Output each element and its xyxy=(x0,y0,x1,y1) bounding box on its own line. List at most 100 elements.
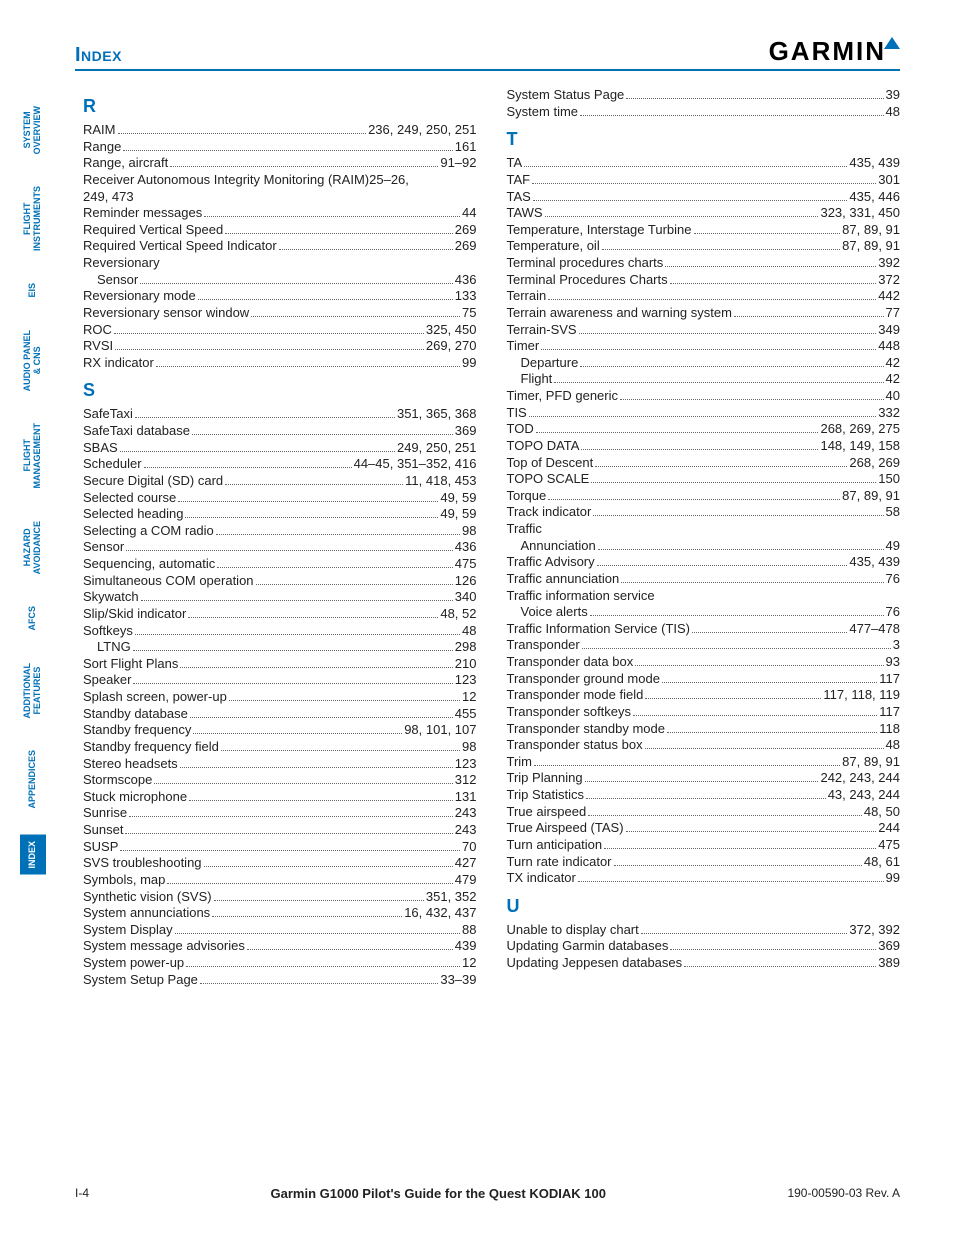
index-pages: 98, 101, 107 xyxy=(404,722,476,739)
index-entry: Transponder mode field117, 118, 119 xyxy=(507,687,901,704)
index-entry: TAWS323, 331, 450 xyxy=(507,205,901,222)
index-section-head: S xyxy=(83,379,477,402)
index-term: SafeTaxi xyxy=(83,406,133,423)
index-pages: 11, 418, 453 xyxy=(405,473,476,490)
index-term: Track indicator xyxy=(507,504,592,521)
index-pages: 161 xyxy=(455,139,477,156)
index-term: Standby frequency field xyxy=(83,739,219,756)
leader-dots xyxy=(188,607,438,618)
tab-eis[interactable]: EIS xyxy=(20,277,46,304)
index-entry: RX indicator99 xyxy=(83,355,477,372)
leader-dots xyxy=(582,638,891,649)
leader-dots xyxy=(692,622,847,633)
leader-dots xyxy=(579,322,877,333)
index-term: Traffic annunciation xyxy=(507,571,620,588)
leader-dots xyxy=(123,140,452,151)
index-term: Selected course xyxy=(83,490,176,507)
leader-dots xyxy=(586,788,826,799)
index-term: System Status Page xyxy=(507,87,625,104)
index-entry: System time48 xyxy=(507,104,901,121)
index-term: Splash screen, power-up xyxy=(83,689,227,706)
tab-additional-features[interactable]: ADDITIONAL FEATURES xyxy=(20,657,46,725)
index-entry: Temperature, oil87, 89, 91 xyxy=(507,238,901,255)
leader-dots xyxy=(217,557,453,568)
index-entry: Range161 xyxy=(83,139,477,156)
index-entry: Reversionary xyxy=(83,255,477,272)
index-term: Timer xyxy=(507,338,540,355)
index-entry: SBAS249, 250, 251 xyxy=(83,440,477,457)
index-term: Transponder softkeys xyxy=(507,704,632,721)
logo-text: GARMIN xyxy=(769,36,886,67)
leader-dots xyxy=(684,956,876,967)
index-pages: 48 xyxy=(462,623,476,640)
index-pages: 351, 352 xyxy=(426,889,477,906)
tab-afcs[interactable]: AFCS xyxy=(20,600,46,637)
index-term: SUSP xyxy=(83,839,118,856)
index-term: Terminal Procedures Charts xyxy=(507,272,668,289)
index-entry: TX indicator99 xyxy=(507,870,901,887)
index-pages: 76 xyxy=(886,571,900,588)
index-entry: Traffic Information Service (TIS)477–478 xyxy=(507,621,901,638)
leader-dots xyxy=(536,422,819,433)
index-pages: 455 xyxy=(455,706,477,723)
tab-flight-management[interactable]: FLIGHT MANAGEMENT xyxy=(20,417,46,495)
index-pages: 77 xyxy=(886,305,900,322)
index-entry: TOD268, 269, 275 xyxy=(507,421,901,438)
leader-dots xyxy=(144,457,352,468)
index-term: Transponder ground mode xyxy=(507,671,660,688)
index-entry: Required Vertical Speed269 xyxy=(83,222,477,239)
index-pages: 243 xyxy=(455,805,477,822)
tab-audio-panel-cns[interactable]: AUDIO PANEL & CNS xyxy=(20,324,46,397)
index-pages: 123 xyxy=(455,672,477,689)
leader-dots xyxy=(114,322,424,333)
index-pages: 99 xyxy=(462,355,476,372)
index-entry: Sort Flight Plans210 xyxy=(83,656,477,673)
index-term: Reversionary xyxy=(83,255,160,272)
leader-dots xyxy=(126,540,453,551)
leader-dots xyxy=(641,923,848,934)
index-entry: Skywatch340 xyxy=(83,589,477,606)
index-pages: 87, 89, 91 xyxy=(842,238,900,255)
tab-appendices[interactable]: APPENDICES xyxy=(20,744,46,815)
index-entry: ROC325, 450 xyxy=(83,322,477,339)
index-pages: 435, 446 xyxy=(849,189,900,206)
leader-dots xyxy=(620,389,884,400)
index-term: System annunciations xyxy=(83,905,210,922)
index-term: Symbols, map xyxy=(83,872,165,889)
index-term: System Display xyxy=(83,922,173,939)
index-pages: 427 xyxy=(455,855,477,872)
tab-flight-instruments[interactable]: FLIGHT INSTRUMENTS xyxy=(20,180,46,257)
index-term: Flight xyxy=(521,371,553,388)
leader-dots xyxy=(204,856,453,867)
index-term: Temperature, Interstage Turbine xyxy=(507,222,692,239)
leader-dots xyxy=(635,655,883,666)
tab-system-overview[interactable]: SYSTEM OVERVIEW xyxy=(20,100,46,160)
leader-dots xyxy=(229,690,460,701)
leader-dots xyxy=(621,572,883,583)
tab-index[interactable]: INDEX xyxy=(20,835,46,875)
index-entry: Reversionary mode133 xyxy=(83,288,477,305)
leader-dots xyxy=(198,289,453,300)
index-pages: 479 xyxy=(455,872,477,889)
leader-dots xyxy=(598,539,884,550)
leader-dots xyxy=(597,555,848,566)
index-term: Selected heading xyxy=(83,506,183,523)
footer-revision: 190-00590-03 Rev. A xyxy=(787,1186,900,1201)
index-entry: System Display88 xyxy=(83,922,477,939)
index-term: System Setup Page xyxy=(83,972,198,989)
index-pages: 117, 118, 119 xyxy=(823,687,900,704)
index-term: Transponder standby mode xyxy=(507,721,666,738)
index-entry: System Status Page39 xyxy=(507,87,901,104)
tab-hazard-avoidance[interactable]: HAZARD AVOIDANCE xyxy=(20,515,46,580)
leader-dots xyxy=(593,505,883,516)
index-pages: 93 xyxy=(886,654,900,671)
index-entry: Traffic annunciation 76 xyxy=(507,571,901,588)
leader-dots xyxy=(529,406,877,417)
index-entry: LTNG298 xyxy=(83,639,477,656)
index-entry: Flight42 xyxy=(507,371,901,388)
index-pages: 49, 59 xyxy=(440,506,476,523)
section-tabs: SYSTEM OVERVIEW FLIGHT INSTRUMENTS EIS AUDI… xyxy=(20,100,46,874)
index-pages: 16, 432, 437 xyxy=(404,905,476,922)
index-pages: 269 xyxy=(455,238,477,255)
index-pages: 117 xyxy=(879,671,900,688)
